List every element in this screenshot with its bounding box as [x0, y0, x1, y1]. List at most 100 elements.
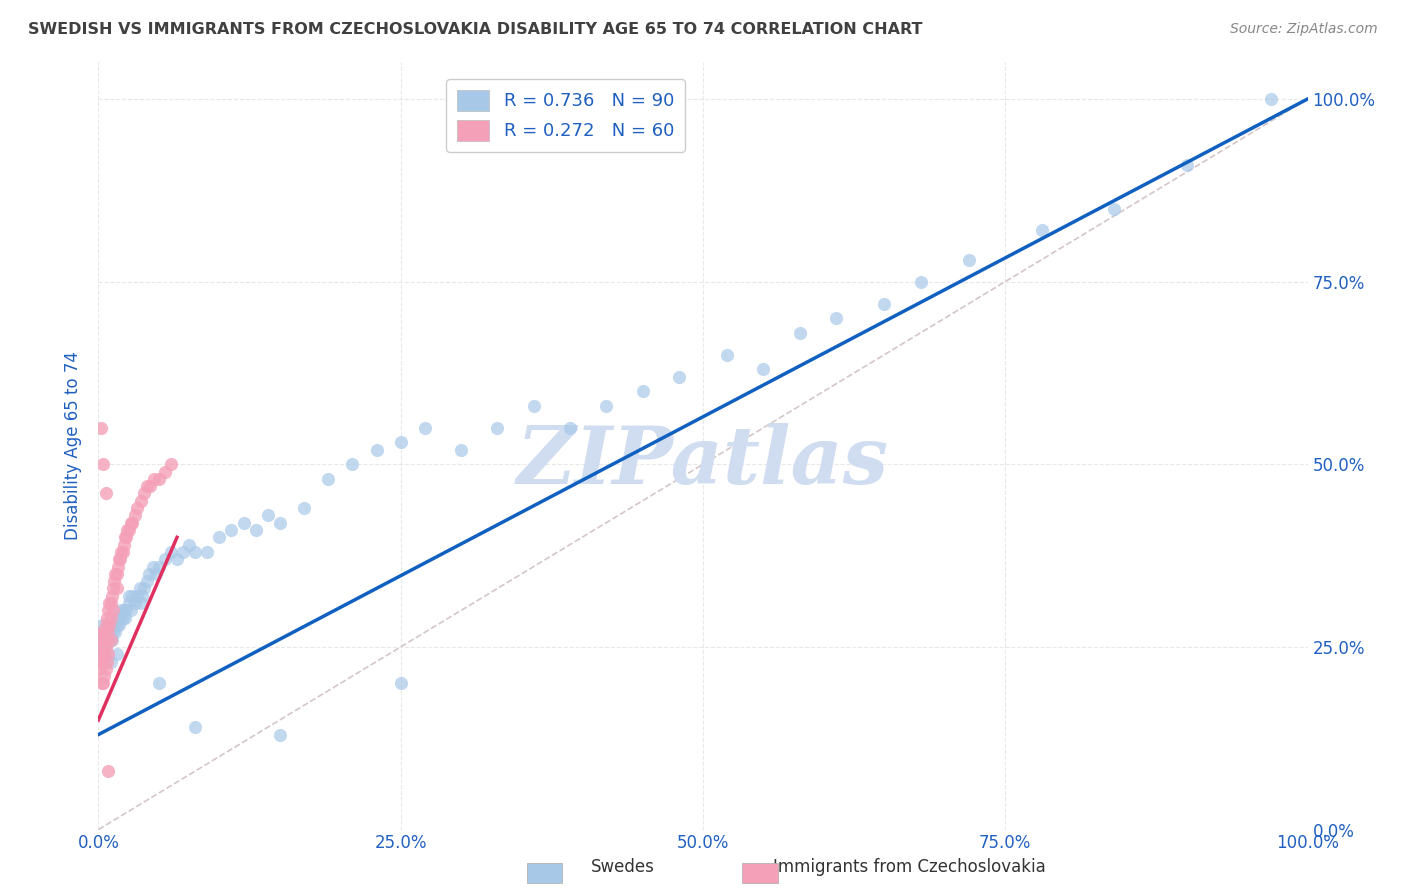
Point [91, 632, 114, 647]
Point [94, 486, 117, 500]
Point [124, 596, 146, 610]
Point [184, 720, 207, 734]
Point [97, 647, 120, 661]
Point [148, 559, 170, 574]
Point [89, 640, 111, 654]
Point [100, 655, 122, 669]
Point [97, 603, 120, 617]
Point [91, 655, 114, 669]
Point [114, 610, 136, 624]
Point [100, 610, 122, 624]
Point [91, 640, 114, 654]
Point [93, 625, 115, 640]
Point [135, 574, 157, 589]
Point [389, 435, 412, 450]
Point [90, 632, 112, 647]
Point [129, 493, 152, 508]
Point [105, 647, 128, 661]
Point [91, 625, 114, 640]
Point [103, 574, 125, 589]
Point [98, 625, 121, 640]
Point [89, 625, 111, 640]
Point [523, 399, 546, 413]
Point [910, 275, 932, 289]
Point [873, 296, 896, 310]
Text: Source: ZipAtlas.com: Source: ZipAtlas.com [1230, 22, 1378, 37]
Point [93, 647, 115, 661]
Y-axis label: Disability Age 65 to 74: Disability Age 65 to 74 [65, 351, 83, 541]
Point [115, 603, 138, 617]
Text: Swedes: Swedes [591, 858, 654, 876]
Legend: R = 0.736   N = 90, R = 0.272   N = 60: R = 0.736 N = 90, R = 0.272 N = 60 [446, 79, 685, 152]
Point [107, 610, 129, 624]
Point [558, 421, 581, 435]
Point [100, 632, 122, 647]
Point [89, 662, 111, 676]
Point [97, 625, 120, 640]
Point [105, 582, 128, 596]
Point [120, 516, 142, 530]
Point [129, 596, 152, 610]
Point [139, 479, 162, 493]
Point [1175, 158, 1198, 172]
Point [96, 610, 118, 624]
Point [90, 421, 112, 435]
Point [292, 501, 315, 516]
Point [115, 530, 138, 544]
Point [1102, 202, 1125, 216]
Point [100, 632, 122, 647]
Point [450, 442, 472, 457]
Point [103, 618, 125, 632]
Point [138, 566, 160, 581]
Point [93, 647, 115, 661]
Point [148, 472, 170, 486]
Point [118, 589, 141, 603]
Point [112, 603, 135, 617]
Point [486, 421, 509, 435]
Point [91, 647, 114, 661]
Point [256, 508, 278, 523]
Point [269, 516, 291, 530]
Point [148, 676, 170, 690]
Point [100, 625, 122, 640]
Point [97, 632, 120, 647]
Point [595, 399, 617, 413]
Point [112, 538, 135, 552]
Point [184, 545, 207, 559]
Point [316, 472, 339, 486]
Point [100, 589, 122, 603]
Point [105, 566, 128, 581]
Point [131, 589, 153, 603]
Point [1260, 92, 1282, 106]
Point [232, 516, 254, 530]
Point [114, 530, 136, 544]
Point [179, 538, 201, 552]
Point [134, 582, 156, 596]
Point [108, 618, 131, 632]
Point [91, 632, 114, 647]
Point [93, 632, 115, 647]
Point [1031, 223, 1053, 237]
Point [127, 589, 149, 603]
Point [121, 516, 143, 530]
Point [142, 559, 165, 574]
Point [94, 618, 117, 632]
Point [104, 566, 127, 581]
Point [145, 566, 167, 581]
Point [100, 618, 122, 632]
Point [91, 676, 114, 690]
Point [90, 655, 112, 669]
Point [110, 545, 132, 559]
Point [98, 618, 121, 632]
Point [105, 618, 128, 632]
Point [208, 530, 231, 544]
Point [98, 632, 121, 647]
Point [160, 457, 183, 471]
Point [127, 501, 149, 516]
Point [269, 728, 291, 742]
Text: ZIPatlas: ZIPatlas [517, 423, 889, 500]
Point [96, 632, 118, 647]
Point [97, 764, 120, 778]
Point [789, 326, 811, 340]
Point [389, 676, 412, 690]
